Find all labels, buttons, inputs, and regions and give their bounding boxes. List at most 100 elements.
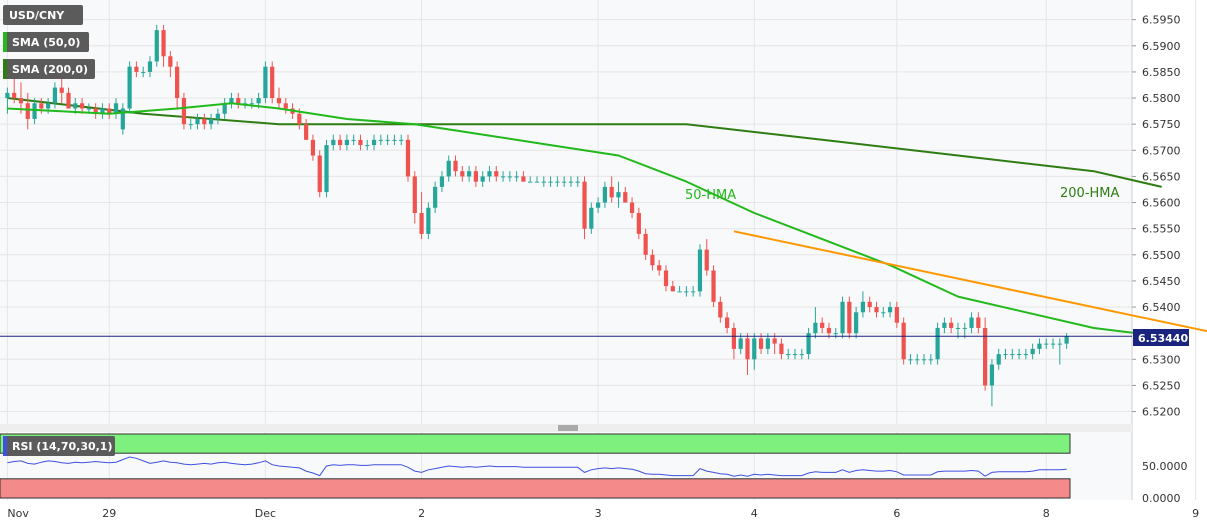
- y-tick-label: 6.5300: [1142, 353, 1181, 366]
- rsi-tick-label: 0.0000: [1142, 492, 1181, 505]
- y-tick-label: 6.5800: [1142, 92, 1181, 105]
- rsi-oversold-zone: [0, 478, 1071, 499]
- candle-body: [792, 354, 798, 356]
- candle-body: [752, 338, 757, 360]
- candle-body: [955, 327, 961, 329]
- candle-body: [745, 338, 750, 360]
- x-tick-label: 29: [102, 507, 116, 520]
- candle-body: [487, 171, 492, 177]
- candle-body: [52, 87, 58, 104]
- candle-body: [629, 202, 635, 213]
- rsi-overbought-zone: [0, 433, 1071, 454]
- candle-body: [453, 160, 458, 172]
- candle-body: [419, 213, 424, 234]
- candle-body: [100, 108, 105, 114]
- candle-body: [1057, 343, 1062, 345]
- candle-body: [901, 322, 906, 360]
- candle-body: [460, 171, 465, 177]
- candle-body: [93, 108, 98, 114]
- candle-body: [331, 139, 336, 146]
- candle-body: [996, 354, 1001, 365]
- legend-sma50[interactable]: SMA (50,0): [3, 32, 89, 52]
- price-panel-bg: [0, 0, 1132, 424]
- candle-body: [113, 103, 119, 114]
- y-tick-label: 6.5200: [1142, 406, 1181, 419]
- rsi-tick-label: 50.0000: [1142, 460, 1188, 473]
- candle-body: [73, 103, 78, 109]
- candle-body: [473, 171, 478, 182]
- candle-body: [989, 364, 995, 386]
- y-tick-label: 6.5850: [1142, 66, 1181, 79]
- candle-body: [344, 139, 349, 146]
- candle-body: [1044, 343, 1049, 345]
- y-tick-label: 6.5550: [1142, 223, 1181, 236]
- candle-body: [915, 359, 920, 361]
- candle-body: [208, 118, 214, 125]
- sma50-line: [7, 102, 1162, 338]
- candle-body: [304, 124, 309, 140]
- candle-body: [840, 301, 845, 334]
- candle-body: [310, 139, 316, 156]
- candle-body: [643, 233, 648, 255]
- candle-body: [276, 98, 282, 104]
- y-tick-label: 6.5900: [1142, 40, 1181, 53]
- candle-body: [976, 317, 981, 328]
- legend-rsi[interactable]: RSI (14,70,30,1): [3, 436, 115, 456]
- candle-body: [887, 307, 893, 313]
- candle-body: [820, 322, 825, 328]
- candle-body: [446, 160, 451, 177]
- legend-symbol[interactable]: USD/CNY: [3, 5, 83, 25]
- y-tick-label: 6.5250: [1142, 379, 1181, 392]
- candle-body: [141, 71, 146, 73]
- candle-body: [874, 307, 879, 313]
- candle-body: [738, 338, 743, 349]
- candle-body: [426, 207, 431, 234]
- candle-body: [236, 98, 241, 104]
- y-tick-label: 6.5750: [1142, 118, 1181, 131]
- candle-body: [765, 338, 770, 349]
- price-tag: 6.53440: [1133, 329, 1189, 346]
- candle-body: [412, 176, 417, 213]
- candle-body: [12, 92, 17, 99]
- candle-body: [1030, 348, 1035, 355]
- candle-body: [548, 181, 553, 183]
- candle-body: [181, 98, 187, 125]
- resistance-trendline: [733, 230, 1207, 333]
- candle-body: [202, 118, 207, 125]
- candle-body: [657, 265, 662, 271]
- y-tick-label: 6.5600: [1142, 197, 1181, 210]
- candle-body: [602, 186, 608, 203]
- candle-body: [1016, 354, 1022, 356]
- candle-body: [663, 270, 669, 287]
- candle-body: [1003, 354, 1008, 356]
- candle-body: [358, 139, 363, 146]
- candle-body: [881, 312, 886, 314]
- candle-body: [86, 108, 91, 110]
- candle-body: [867, 301, 872, 308]
- candle-body: [555, 181, 560, 183]
- candle-body: [596, 202, 601, 208]
- candle-body: [134, 66, 139, 72]
- svg-text:SMA (200,0): SMA (200,0): [12, 63, 88, 76]
- svg-text:6.53440: 6.53440: [1138, 332, 1188, 345]
- candle-body: [942, 322, 947, 328]
- candle-body: [242, 103, 248, 105]
- candle-body: [786, 354, 791, 356]
- candle-body: [582, 181, 587, 229]
- y-tick-label: 6.5650: [1142, 170, 1181, 183]
- candle-body: [806, 333, 811, 355]
- candle-body: [439, 176, 445, 187]
- candle-body: [589, 207, 594, 229]
- candle-body: [847, 301, 852, 334]
- candle-body: [562, 181, 567, 183]
- candle-body: [215, 113, 220, 119]
- candle-body: [758, 338, 764, 349]
- candle-body: [25, 103, 30, 119]
- x-tick-label: Nov: [7, 507, 29, 520]
- candle-body: [466, 171, 472, 177]
- panel-resize-handle[interactable]: [0, 424, 1132, 432]
- y-tick-label: 6.5700: [1142, 144, 1181, 157]
- legend-sma200[interactable]: SMA (200,0): [3, 59, 95, 79]
- x-tick-label: 3: [595, 507, 602, 520]
